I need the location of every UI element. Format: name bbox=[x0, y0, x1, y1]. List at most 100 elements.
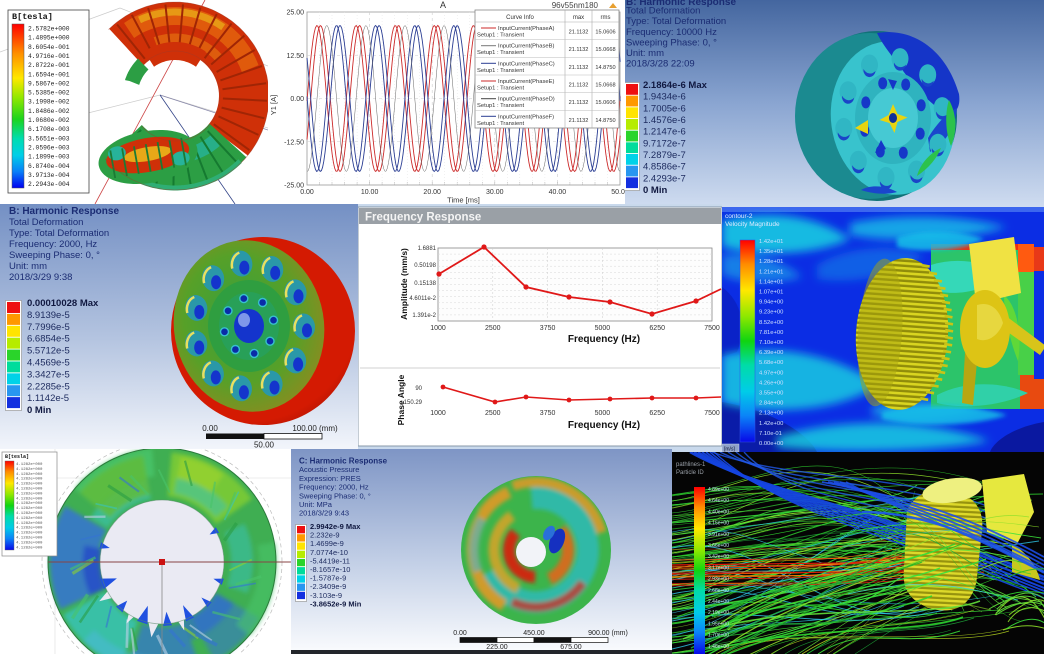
svg-text:5000: 5000 bbox=[595, 325, 611, 332]
svg-text:Type: Total Deformation: Type: Total Deformation bbox=[626, 16, 726, 27]
svg-text:Frequency (Hz): Frequency (Hz) bbox=[568, 420, 640, 431]
svg-text:4.1282e+000: 4.1282e+000 bbox=[16, 541, 43, 545]
svg-text:9.23e+00: 9.23e+00 bbox=[759, 310, 783, 316]
svg-text:4.4569e-5: 4.4569e-5 bbox=[27, 358, 70, 369]
svg-text:7.10e+00: 7.10e+00 bbox=[759, 340, 783, 346]
svg-text:4.15e+00: 4.15e+00 bbox=[708, 521, 729, 527]
svg-text:1.95e+00: 1.95e+00 bbox=[708, 621, 729, 627]
svg-text:A: A bbox=[440, 0, 446, 10]
svg-text:B: Harmonic Response: B: Harmonic Response bbox=[626, 0, 736, 8]
svg-text:4.64e+00: 4.64e+00 bbox=[708, 498, 729, 504]
svg-text:1.8486e-002: 1.8486e-002 bbox=[28, 108, 70, 115]
svg-text:Phase Angle: Phase Angle bbox=[396, 374, 406, 425]
svg-text:4.40e+00: 4.40e+00 bbox=[708, 509, 729, 515]
svg-text:15.0606: 15.0606 bbox=[595, 100, 615, 106]
svg-text:Setup1 : Transient: Setup1 : Transient bbox=[477, 103, 524, 109]
svg-text:10.00: 10.00 bbox=[361, 189, 379, 196]
svg-text:7.0774e-10: 7.0774e-10 bbox=[310, 548, 348, 557]
svg-text:Total Deformation: Total Deformation bbox=[626, 6, 700, 17]
svg-text:4.1282e+000: 4.1282e+000 bbox=[16, 492, 43, 496]
svg-text:2.93e+00: 2.93e+00 bbox=[708, 577, 729, 583]
svg-text:Sweeping Phase: 0, °: Sweeping Phase: 0, ° bbox=[9, 250, 100, 261]
svg-text:3750: 3750 bbox=[540, 410, 556, 417]
svg-text:5.5385e-002: 5.5385e-002 bbox=[28, 90, 70, 97]
svg-text:15.0668: 15.0668 bbox=[595, 83, 615, 89]
svg-text:0 Min: 0 Min bbox=[27, 405, 51, 416]
svg-text:1.9434e-6: 1.9434e-6 bbox=[643, 92, 686, 103]
svg-text:2.68e+00: 2.68e+00 bbox=[708, 588, 729, 594]
svg-text:0 Min: 0 Min bbox=[643, 185, 667, 196]
svg-text:InputCurrent(PhaseB): InputCurrent(PhaseB) bbox=[498, 44, 554, 50]
svg-text:2018/3/29 9:43: 2018/3/29 9:43 bbox=[299, 509, 349, 518]
svg-text:-8.1657e-10: -8.1657e-10 bbox=[310, 565, 350, 574]
svg-text:1.07e+01: 1.07e+01 bbox=[759, 290, 783, 296]
svg-text:2018/3/29 9:38: 2018/3/29 9:38 bbox=[9, 272, 72, 283]
svg-text:14.8750: 14.8750 bbox=[595, 118, 615, 124]
svg-text:Sweeping Phase: 0, °: Sweeping Phase: 0, ° bbox=[626, 38, 717, 49]
svg-text:25.00: 25.00 bbox=[286, 10, 304, 17]
svg-text:1.21e+01: 1.21e+01 bbox=[759, 269, 783, 275]
svg-text:30.00: 30.00 bbox=[486, 189, 504, 196]
svg-text:Particle ID: Particle ID bbox=[676, 470, 704, 476]
svg-text:3750: 3750 bbox=[540, 325, 556, 332]
svg-text:0.00: 0.00 bbox=[202, 424, 218, 433]
svg-text:4.6011e-2: 4.6011e-2 bbox=[409, 296, 436, 302]
svg-text:7.10e-01: 7.10e-01 bbox=[759, 431, 782, 437]
svg-text:Frequency: 2000, Hz: Frequency: 2000, Hz bbox=[299, 483, 369, 492]
svg-text:21.1132: 21.1132 bbox=[569, 83, 589, 89]
svg-text:Unit: MPa: Unit: MPa bbox=[299, 500, 333, 509]
svg-text:100.00 (mm): 100.00 (mm) bbox=[292, 424, 338, 433]
svg-text:1.4576e-6: 1.4576e-6 bbox=[643, 115, 686, 126]
svg-text:2.5782e+000: 2.5782e+000 bbox=[28, 26, 70, 33]
svg-text:Unit: mm: Unit: mm bbox=[9, 261, 47, 272]
svg-text:7.7996e-5: 7.7996e-5 bbox=[27, 322, 70, 333]
svg-text:4.1282e+000: 4.1282e+000 bbox=[16, 517, 43, 521]
svg-text:max: max bbox=[573, 15, 584, 21]
svg-text:C: Harmonic Response: C: Harmonic Response bbox=[299, 457, 388, 466]
svg-text:0.50198: 0.50198 bbox=[414, 263, 436, 269]
svg-text:-2.3409e-9: -2.3409e-9 bbox=[310, 582, 346, 591]
svg-text:1.35e+01: 1.35e+01 bbox=[759, 249, 783, 255]
svg-text:0.00010028 Max: 0.00010028 Max bbox=[27, 298, 99, 309]
svg-text:Total Deformation: Total Deformation bbox=[9, 217, 83, 228]
svg-text:-3.8652e-9 Min: -3.8652e-9 Min bbox=[310, 599, 362, 608]
svg-text:Acoustic Pressure: Acoustic Pressure bbox=[299, 465, 359, 474]
svg-text:Setup1 : Transient: Setup1 : Transient bbox=[477, 68, 524, 74]
svg-text:1.28e+01: 1.28e+01 bbox=[759, 259, 783, 265]
svg-text:6.6854e-5: 6.6854e-5 bbox=[27, 334, 70, 345]
svg-text:pathlines-1: pathlines-1 bbox=[676, 462, 706, 468]
svg-text:4.1282e+000: 4.1282e+000 bbox=[16, 537, 43, 541]
svg-text:1000: 1000 bbox=[430, 325, 446, 332]
svg-text:Type: Total Deformation: Type: Total Deformation bbox=[9, 228, 109, 239]
svg-text:1.391e-2: 1.391e-2 bbox=[412, 313, 436, 319]
svg-text:21.1132: 21.1132 bbox=[569, 65, 589, 71]
svg-text:-1.5787e-9: -1.5787e-9 bbox=[310, 574, 346, 583]
svg-text:4.1282e+000: 4.1282e+000 bbox=[16, 527, 43, 531]
svg-text:-12.50: -12.50 bbox=[284, 139, 304, 146]
svg-text:4.1282e+000: 4.1282e+000 bbox=[16, 546, 43, 550]
svg-text:0.15138: 0.15138 bbox=[414, 281, 436, 287]
svg-text:4.1282e+000: 4.1282e+000 bbox=[16, 468, 43, 472]
svg-text:7500: 7500 bbox=[704, 325, 720, 332]
svg-text:675.00: 675.00 bbox=[560, 644, 582, 651]
svg-text:3.5651e-003: 3.5651e-003 bbox=[28, 135, 70, 142]
svg-text:1.70e+00: 1.70e+00 bbox=[708, 633, 729, 639]
svg-text:7.2879e-7: 7.2879e-7 bbox=[643, 150, 686, 161]
svg-text:Frequency: 2000, Hz: Frequency: 2000, Hz bbox=[9, 239, 97, 250]
svg-text:7.81e+00: 7.81e+00 bbox=[759, 330, 783, 336]
svg-text:2500: 2500 bbox=[485, 325, 501, 332]
svg-text:4.1282e+000: 4.1282e+000 bbox=[16, 522, 43, 526]
svg-text:B[tesla]: B[tesla] bbox=[12, 12, 53, 22]
svg-text:Y1 [A]: Y1 [A] bbox=[269, 95, 278, 115]
svg-text:B: Harmonic Response: B: Harmonic Response bbox=[9, 206, 119, 217]
svg-text:4.1282e+000: 4.1282e+000 bbox=[16, 512, 43, 516]
svg-text:5.5712e-5: 5.5712e-5 bbox=[27, 346, 70, 357]
svg-text:4.1282e+000: 4.1282e+000 bbox=[16, 463, 43, 467]
svg-text:12.50: 12.50 bbox=[286, 53, 304, 60]
svg-text:-3.103e-9: -3.103e-9 bbox=[310, 591, 342, 600]
svg-text:-5.4419e-11: -5.4419e-11 bbox=[310, 556, 350, 565]
svg-text:2.1864e-6 Max: 2.1864e-6 Max bbox=[643, 80, 708, 91]
svg-text:1.42e+00: 1.42e+00 bbox=[759, 421, 783, 427]
svg-text:90: 90 bbox=[415, 386, 422, 392]
svg-text:1.4699e-9: 1.4699e-9 bbox=[310, 539, 344, 548]
